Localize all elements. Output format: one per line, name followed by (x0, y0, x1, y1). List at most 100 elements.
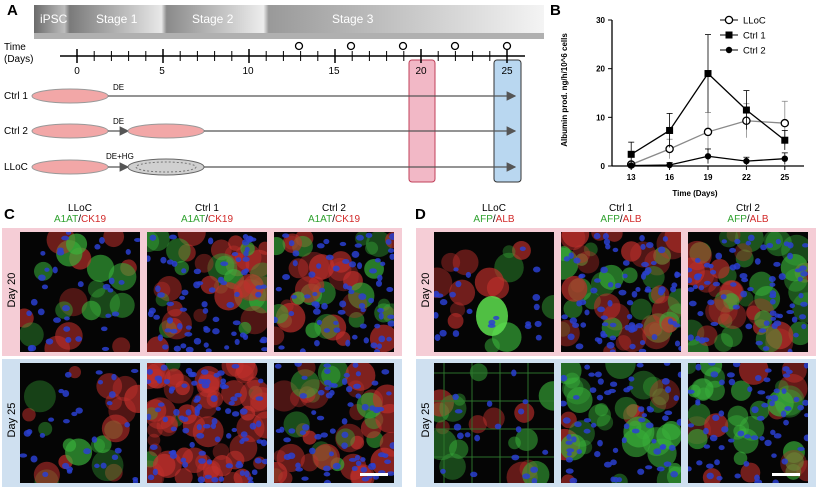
panel-letter-b: B (550, 2, 561, 19)
col-name: Ctrl 1 (609, 203, 633, 214)
data-point-ctrl2 (704, 153, 712, 160)
time-label: Time (4, 42, 26, 53)
micrograph-c-ctrl1-day25 (147, 363, 267, 483)
marker-red: ALB (749, 214, 769, 225)
marker-sep: / (205, 214, 209, 225)
stage-label-1: Stage 1 (96, 12, 138, 26)
micrograph-image (688, 363, 808, 483)
col-name: LLoC (482, 203, 506, 214)
chart-xlabel: Time (Days) (672, 189, 718, 198)
col-name: Ctrl 1 (195, 203, 219, 214)
panel-letter-c: C (4, 206, 15, 223)
step-label: DE (113, 117, 124, 126)
marker-sep: / (619, 214, 623, 225)
marker-labels: AFP/ALB (434, 214, 554, 225)
data-point-ctrl1 (742, 106, 750, 114)
dish-icon (127, 123, 205, 139)
marker-sep: / (746, 214, 750, 225)
data-point-ctrl2 (666, 161, 673, 169)
row-label-lloc: LLoC (4, 162, 28, 173)
stage-label-2: Stage 2 (192, 12, 234, 26)
marker-red: CK19 (81, 214, 107, 225)
micrograph-d-lloc-day25 (434, 363, 554, 483)
micrograph-image (20, 232, 140, 352)
legend-marker-ctrl2 (725, 46, 733, 54)
marker-green: AFP (727, 214, 747, 225)
micrograph-image (274, 232, 394, 352)
marker-red: CK19 (335, 214, 361, 225)
tick-10: 10 (242, 66, 254, 77)
panel-d-col-header-1: LLoC AFP/ALB (434, 203, 554, 225)
sample-marker (398, 41, 408, 51)
stage-label-3: Stage 3 (332, 12, 374, 26)
panel-c-col-header-1: LLoC A1AT/CK19 (20, 203, 140, 225)
marker-labels: A1AT/CK19 (147, 214, 267, 225)
y-tick-label: 0 (601, 162, 606, 171)
marker-sep: / (332, 214, 336, 225)
micrograph-image (20, 363, 140, 483)
micrograph-d-ctrl1-day20 (561, 232, 681, 352)
step-label: DE+HG (106, 152, 134, 161)
scale-bar (360, 473, 388, 476)
marker-green: A1AT (307, 214, 333, 225)
data-point-ctrl2 (743, 157, 750, 165)
panel-c-col-header-2: Ctrl 1 A1AT/CK19 (147, 203, 267, 225)
panel-c-row-label-day20: Day 20 (6, 272, 18, 308)
micrograph-image (688, 232, 808, 352)
marker-sep: / (78, 214, 82, 225)
marker-sep: / (492, 214, 496, 225)
sample-marker (294, 41, 304, 51)
data-point-lloc (703, 127, 713, 137)
micrograph-d-ctrl2-day25 (688, 363, 808, 483)
panel-letter-a: A (7, 2, 18, 19)
marker-green: A1AT (53, 214, 79, 225)
marker-green: A1AT (180, 214, 206, 225)
scale-bar (772, 473, 800, 476)
micrograph-d-ctrl2-day20 (688, 232, 808, 352)
data-point-ctrl2 (781, 155, 788, 162)
marker-labels: AFP/ALB (688, 214, 808, 225)
dish-icon (31, 88, 109, 104)
micrograph-d-lloc-day20 (434, 232, 554, 352)
panel-d-col-header-3: Ctrl 2 AFP/ALB (688, 203, 808, 225)
micrograph-d-ctrl1-day25 (561, 363, 681, 483)
stage-banner-bar (34, 33, 544, 39)
data-point-ctrl1 (666, 126, 674, 134)
tick-25: 25 (501, 66, 513, 77)
micrograph-image (434, 363, 554, 483)
sample-marker (346, 41, 356, 51)
time-unit-label: (Days) (4, 54, 33, 65)
marker-red: CK19 (208, 214, 234, 225)
tick-15: 15 (328, 66, 340, 77)
x-tick-label: 25 (780, 173, 789, 182)
dish-icon (31, 159, 109, 175)
marker-labels: A1AT/CK19 (20, 214, 140, 225)
sample-marker (450, 41, 460, 51)
chart-series (626, 34, 790, 169)
marker-labels: A1AT/CK19 (274, 214, 394, 225)
micrograph-image (147, 363, 267, 483)
micrograph-c-ctrl2-day20 (274, 232, 394, 352)
sample-marker (502, 41, 512, 51)
micrograph-image (274, 363, 394, 483)
chip-icon-pattern (135, 161, 197, 173)
legend-label-ctrl1: Ctrl 1 (743, 31, 766, 42)
col-name: Ctrl 2 (736, 203, 760, 214)
timeline-schematic: iPSC Stage 1 Stage 2 Stage 3 Time (Days)… (4, 5, 544, 183)
stage-label-ipsc: iPSC (40, 12, 68, 26)
chart-axes: 0 10 20 30 13 16 19 22 25 (596, 16, 804, 182)
stage-banner (34, 5, 544, 33)
tick-20: 20 (415, 66, 427, 77)
marker-labels: AFP/ALB (561, 214, 681, 225)
marker-red: ALB (622, 214, 642, 225)
legend-label-ctrl2: Ctrl 2 (743, 46, 766, 57)
tick-5: 5 (159, 66, 165, 77)
panel-c-col-header-3: Ctrl 2 A1AT/CK19 (274, 203, 394, 225)
x-tick-label: 22 (742, 173, 751, 182)
y-tick-label: 30 (596, 16, 605, 25)
x-tick-label: 16 (665, 173, 674, 182)
legend-label-lloc: LLoC (743, 16, 766, 27)
data-point-ctrl1 (627, 150, 635, 158)
x-tick-label: 19 (704, 173, 713, 182)
chart-legend: LLoC Ctrl 1 Ctrl 2 (720, 16, 766, 57)
